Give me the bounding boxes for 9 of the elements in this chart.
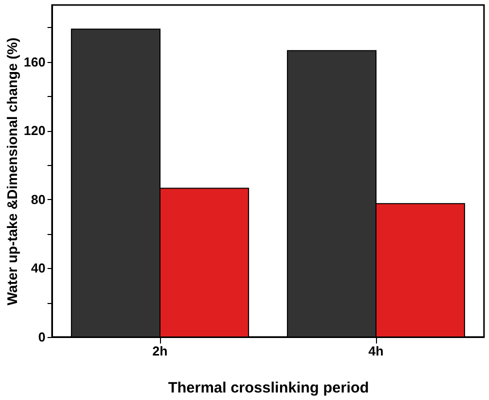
y-tick-label: 40 (31, 260, 46, 276)
x-axis-title: Thermal crosslinking period (168, 380, 369, 396)
y-tick-label: 120 (24, 123, 46, 138)
y-tick-label: 80 (31, 192, 46, 207)
y-tick-label: 0 (38, 330, 46, 344)
y-axis-title: Water up-take &Dimensional change (%) (4, 38, 20, 306)
x-tick-label: 4h (368, 344, 384, 358)
y-tick-label: 160 (24, 54, 46, 70)
x-tick-label: 2h (152, 344, 168, 358)
